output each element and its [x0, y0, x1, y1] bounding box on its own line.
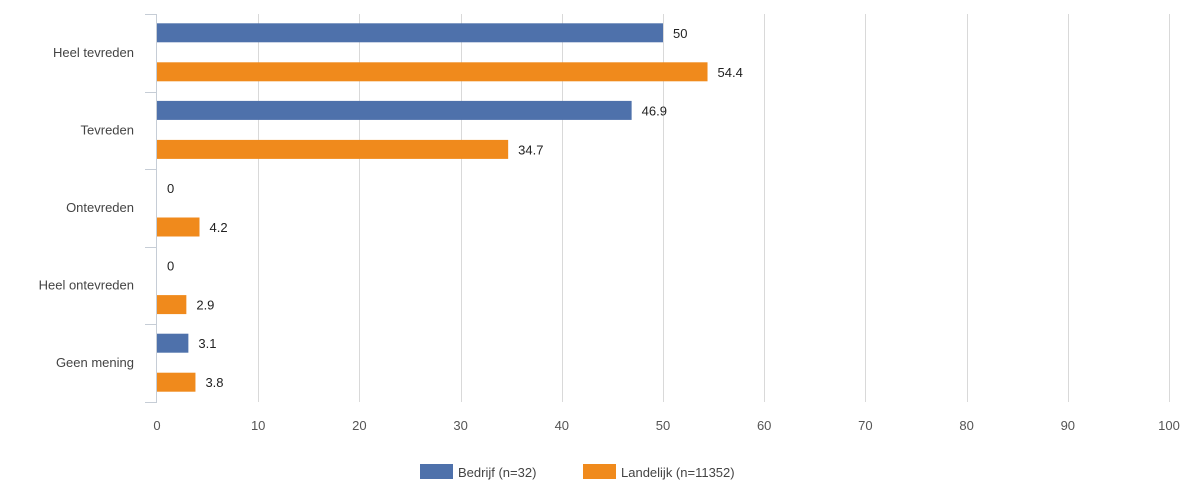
data-label: 34.7 — [518, 142, 543, 157]
bar — [157, 62, 708, 82]
data-label: 50 — [673, 26, 687, 41]
x-tick-label: 10 — [251, 418, 265, 433]
bar — [157, 23, 663, 43]
category-label: Heel tevreden — [53, 45, 134, 60]
data-label: 2.9 — [196, 298, 214, 313]
bar — [157, 333, 189, 353]
legend-swatch — [583, 464, 616, 479]
legend-swatch — [420, 464, 453, 479]
data-labels: 50 54.4 46.9 34.7 0 4.2 0 2.9 3.1 3.8 — [167, 26, 743, 390]
category-label: Geen mening — [56, 355, 134, 370]
x-tick-label: 0 — [153, 418, 160, 433]
data-label: 46.9 — [642, 103, 667, 118]
data-label: 3.8 — [205, 375, 223, 390]
category-label: Tevreden — [81, 122, 134, 137]
x-tick-label: 70 — [858, 418, 872, 433]
legend-label: Bedrijf (n=32) — [458, 465, 536, 480]
x-tick-label: 30 — [453, 418, 467, 433]
data-label: 0 — [167, 259, 174, 274]
legend-label: Landelijk (n=11352) — [621, 465, 735, 480]
data-label: 54.4 — [718, 65, 743, 80]
x-tick-label: 100 — [1158, 418, 1180, 433]
legend: Bedrijf (n=32) Landelijk (n=11352) — [420, 464, 735, 480]
bar — [157, 217, 200, 237]
category-label: Ontevreden — [66, 200, 134, 215]
x-tick-label: 90 — [1061, 418, 1075, 433]
x-tick-labels: 0 10 20 30 40 50 60 70 80 90 100 — [153, 418, 1179, 433]
x-tick-label: 50 — [656, 418, 670, 433]
bars — [157, 23, 708, 392]
category-axis — [145, 14, 157, 403]
x-tick-label: 40 — [555, 418, 569, 433]
bar — [157, 100, 632, 120]
bar — [157, 295, 187, 315]
data-label: 3.1 — [198, 336, 216, 351]
x-tick-label: 80 — [959, 418, 973, 433]
category-label: Heel ontevreden — [39, 278, 134, 293]
bar — [157, 372, 196, 392]
data-label: 4.2 — [210, 220, 228, 235]
bar — [157, 139, 509, 159]
x-tick-label: 60 — [757, 418, 771, 433]
data-label: 0 — [167, 181, 174, 196]
category-labels: Heel tevreden Tevreden Ontevreden Heel onte… — [39, 45, 134, 370]
x-tick-label: 20 — [352, 418, 366, 433]
